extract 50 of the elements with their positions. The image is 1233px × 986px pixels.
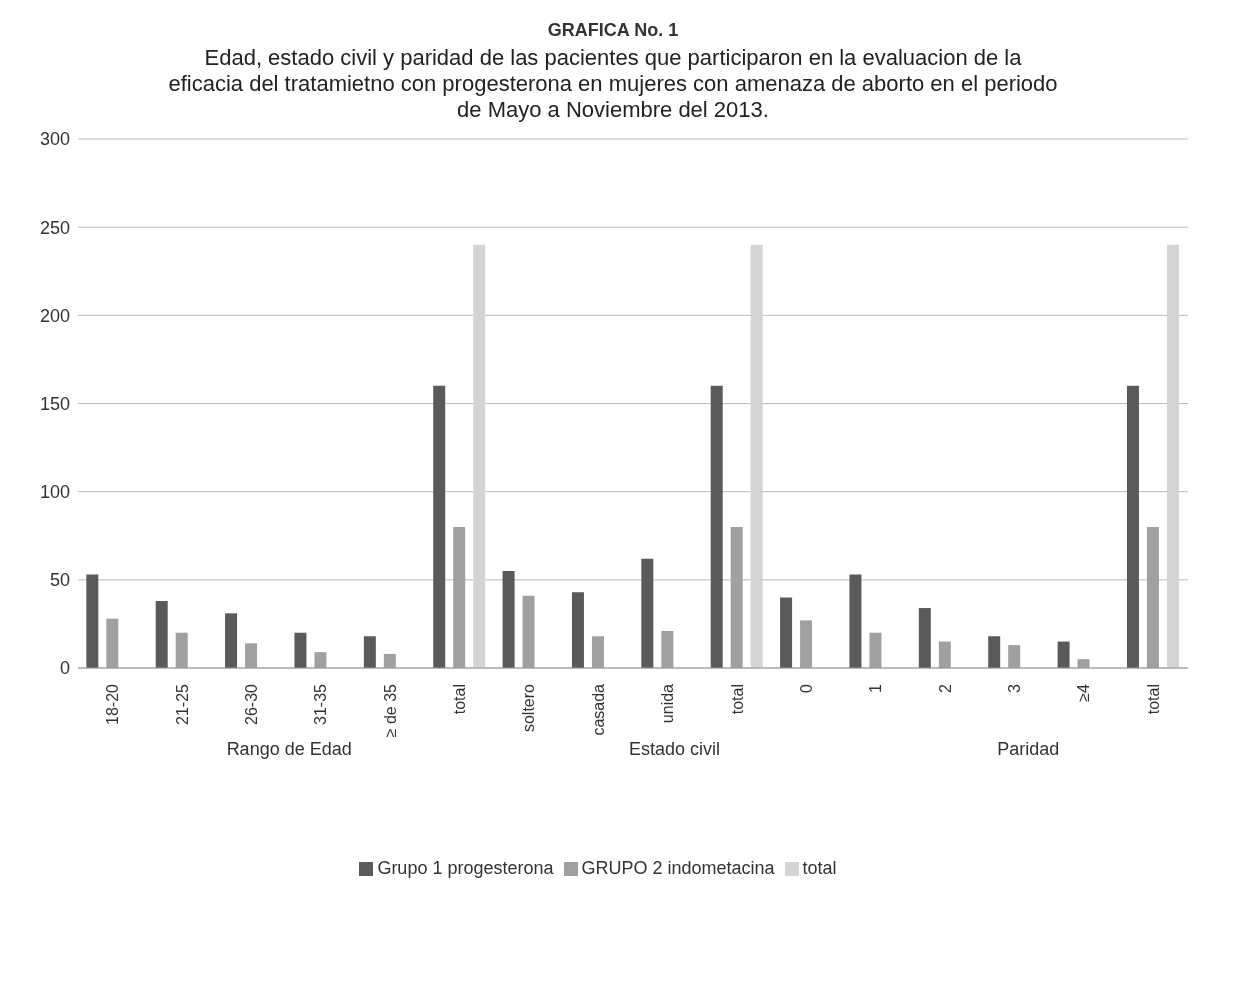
x-tick-label: 2: [936, 683, 954, 693]
x-tick-label: total: [1144, 684, 1162, 715]
x-tick-label: casada: [589, 683, 607, 736]
bar: [1057, 641, 1070, 668]
bar: [750, 244, 763, 668]
bar: [780, 597, 793, 668]
bar: [294, 632, 307, 668]
y-tick-label: 100: [39, 482, 70, 503]
x-tick-label: total: [451, 684, 469, 715]
bar: [571, 592, 584, 668]
chart-subtitle: Edad, estado civil y paridad de las pacientes que participaron en la evaluacion de la eficacia del tratamietno con progesterona en mujeres con amenaza de aborto en el periodo de Mayo a Noviembre del 2013.: [168, 45, 1058, 123]
bar: [363, 636, 376, 668]
y-tick-label: 50: [49, 570, 70, 591]
x-tick-label: total: [728, 684, 746, 715]
bar: [225, 613, 238, 668]
bar: [1166, 244, 1179, 668]
x-tick-label: ≥4: [1075, 683, 1093, 702]
x-tick-label: unida: [659, 683, 677, 724]
bar: [641, 558, 654, 668]
x-tick-label: 21-25: [173, 683, 191, 725]
bar: [86, 574, 99, 668]
bar: [849, 574, 862, 668]
bar: [502, 571, 515, 668]
x-tick-label: 31-35: [312, 683, 330, 725]
legend-label: total: [802, 858, 837, 878]
y-tick-label: 300: [39, 129, 70, 150]
legend-label: GRUPO 2 indometacina: [581, 858, 775, 878]
text: Estado civil: [629, 739, 721, 760]
bar: [433, 385, 446, 668]
x-tick-label: 1: [867, 683, 885, 693]
bar: [1126, 385, 1139, 668]
x-tick-label: 18-20: [104, 683, 122, 725]
bar: [473, 244, 486, 668]
y-tick-label: 150: [39, 393, 70, 414]
y-tick-label: 200: [39, 305, 70, 326]
x-tick-label: 0: [797, 683, 815, 693]
bar: [155, 600, 168, 668]
bar: [918, 608, 931, 668]
text: Paridad: [997, 739, 1060, 760]
x-tick-label: 3: [1006, 683, 1024, 693]
bar: [710, 385, 723, 668]
x-tick-label: ≥ de 35: [381, 683, 399, 738]
x-tick-label: 26-30: [242, 683, 260, 725]
x-tick-label: soltero: [520, 683, 538, 733]
text: Rango de Edad: [226, 739, 352, 760]
y-tick-label: 0: [59, 658, 70, 679]
y-tick-label: 250: [39, 217, 70, 238]
chart-title: GRAFICA No. 1: [546, 20, 680, 41]
bar: [988, 636, 1001, 668]
legend-label: Grupo 1 progesterona: [377, 858, 554, 878]
